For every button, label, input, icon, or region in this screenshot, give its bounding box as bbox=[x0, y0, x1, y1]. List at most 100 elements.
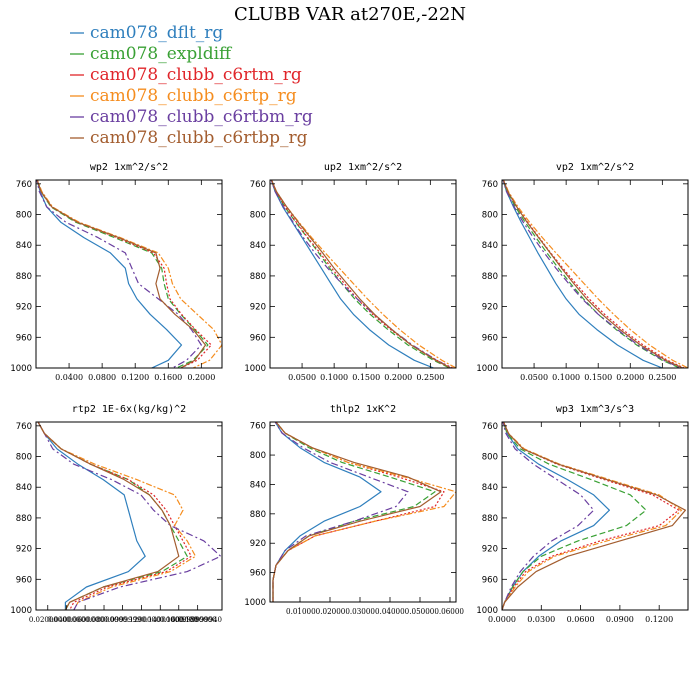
y-tick-label: 800 bbox=[482, 211, 498, 221]
panel-title: thlp2 1xK^2 bbox=[330, 404, 396, 415]
series-line-3 bbox=[502, 422, 680, 610]
panel-6: wp3 1xm^3/s^3 760 800 840 880 920 960 10000.000… bbox=[476, 404, 689, 624]
panel-title: vp2 1xm^2/s^2 bbox=[556, 162, 634, 173]
x-tick-label: 0.0300 bbox=[527, 615, 555, 624]
series-line-1 bbox=[270, 180, 434, 368]
series-line-2 bbox=[502, 422, 647, 610]
legend-entry: cam078_clubb_c6rtbp_rg bbox=[70, 128, 308, 148]
x-tick-label: 0.0400000 bbox=[47, 616, 85, 624]
series-line-6 bbox=[502, 180, 684, 368]
panel-4: rtp2 1E-6x(kg/kg)^2 760 800 840 880 920 960 100… bbox=[10, 404, 223, 624]
y-tick-label: 800 bbox=[250, 211, 266, 221]
x-tick-label: 0.1200 bbox=[645, 615, 673, 624]
x-tick-label: 0.1000 bbox=[320, 373, 348, 382]
y-tick-label: 800 bbox=[482, 453, 498, 463]
legend-label: cam078_clubb_c6rtbp_rg bbox=[90, 128, 308, 148]
x-tick-label-last: 0.0999999940 bbox=[171, 616, 222, 624]
y-tick-label: 960 bbox=[250, 569, 266, 579]
y-tick-label: 920 bbox=[482, 545, 498, 555]
y-tick-label: 1000 bbox=[10, 606, 32, 616]
series-line-3 bbox=[270, 180, 454, 368]
panel-frame bbox=[501, 179, 689, 369]
panel-frame bbox=[269, 421, 457, 603]
y-tick-label: 760 bbox=[250, 422, 266, 432]
series-line-5 bbox=[36, 180, 202, 368]
panel-frame bbox=[35, 421, 223, 611]
x-tick-label: 0.1500 bbox=[584, 373, 612, 382]
x-tick-label: 0.1200 bbox=[121, 373, 149, 382]
x-tick-label: 0.1000 bbox=[552, 373, 580, 382]
panel-title: wp3 1xm^3/s^3 bbox=[556, 404, 634, 415]
series-line-4 bbox=[502, 180, 688, 368]
y-tick-label: 1000 bbox=[244, 598, 266, 608]
y-tick-label: 880 bbox=[482, 272, 498, 282]
y-tick-label: 920 bbox=[16, 545, 32, 555]
legend-label: cam078_dflt_rg bbox=[90, 23, 223, 43]
y-tick-label: 960 bbox=[16, 333, 32, 343]
panel-2: up2 1xm^2/s^2 760 800 840 880 920 960 1000 0.050… bbox=[244, 162, 457, 382]
x-tick-label: 0.1800000 bbox=[179, 616, 217, 624]
x-tick-label: 0.1500 bbox=[352, 373, 380, 382]
y-tick-label: 960 bbox=[482, 333, 498, 343]
y-tick-label: 880 bbox=[250, 510, 266, 520]
x-tick-label: 0.0900 bbox=[606, 615, 634, 624]
y-tick-label: 760 bbox=[482, 422, 498, 432]
series-line-5 bbox=[270, 180, 452, 368]
series-line-6 bbox=[37, 422, 180, 610]
x-tick-label: 0.0500 bbox=[520, 373, 548, 382]
y-tick-label: 960 bbox=[482, 575, 498, 585]
panel-frame bbox=[35, 179, 223, 369]
y-tick-label: 1000 bbox=[244, 364, 266, 374]
y-tick-label: 920 bbox=[250, 539, 266, 549]
x-tick-label: 0.0800 bbox=[88, 373, 116, 382]
y-tick-label: 1000 bbox=[10, 364, 32, 374]
x-tick-label: 0.2000 bbox=[384, 373, 412, 382]
panel-3: vp2 1xm^2/s^2 760 800 840 880 920 960 1000 0.050… bbox=[476, 162, 689, 382]
series-line-3 bbox=[502, 180, 685, 368]
x-tick-label: 0.0600 bbox=[567, 615, 595, 624]
panel-title: up2 1xm^2/s^2 bbox=[324, 162, 402, 173]
series-line-4 bbox=[36, 180, 222, 368]
x-tick-label: 0.0200000 bbox=[29, 616, 67, 624]
series-line-4 bbox=[272, 422, 456, 602]
panels: wp2 1xm^2/s^2 760 800 840 880 920 960 1000 0.040… bbox=[10, 162, 689, 624]
y-tick-label: 920 bbox=[250, 303, 266, 313]
panel-5: thlp2 1xK^2 760 800 840 880 920 960 1000 0.01000… bbox=[244, 404, 464, 616]
x-tick-label: 0.2000 bbox=[616, 373, 644, 382]
y-tick-label: 840 bbox=[250, 241, 266, 251]
y-tick-label: 760 bbox=[16, 422, 32, 432]
y-tick-label: 760 bbox=[16, 180, 32, 190]
series-line-6 bbox=[272, 422, 442, 602]
legend-label: cam078_clubb_c6rtbm_rg bbox=[90, 107, 313, 127]
legend-label: cam078_clubb_c6rtm_rg bbox=[90, 65, 302, 85]
y-tick-label: 800 bbox=[250, 451, 266, 461]
legend: cam078_dflt_rgcam078_expldiffcam078_club… bbox=[70, 23, 313, 148]
y-tick-label: 840 bbox=[16, 483, 32, 493]
series-line-1 bbox=[37, 422, 146, 610]
x-tick-label: 0.0600000 bbox=[66, 616, 104, 624]
x-tick-label: 0.0800000 bbox=[85, 616, 123, 624]
x-tick-label: 0.0999999 bbox=[104, 616, 142, 624]
x-tick-labels: 0.010000.020000.030000.040000.050000.060… bbox=[286, 607, 464, 616]
series-line-5 bbox=[37, 422, 222, 610]
series-line-5 bbox=[502, 180, 682, 368]
series-line-2 bbox=[36, 180, 209, 368]
x-tick-label: 0.1200000 bbox=[122, 616, 160, 624]
y-tick-label: 920 bbox=[482, 303, 498, 313]
y-tick-label: 920 bbox=[16, 303, 32, 313]
y-tick-label: 880 bbox=[482, 514, 498, 524]
legend-label: cam078_expldiff bbox=[90, 44, 233, 64]
series-line-6 bbox=[270, 180, 452, 368]
y-tick-label: 760 bbox=[482, 180, 498, 190]
chart-title: CLUBB VAR at270E,-22N bbox=[234, 4, 466, 25]
panel-1: wp2 1xm^2/s^2 760 800 840 880 920 960 1000 0.040… bbox=[10, 162, 223, 382]
panel-frame bbox=[501, 421, 689, 611]
y-tick-label: 800 bbox=[16, 211, 32, 221]
x-tick-label: 0.0400 bbox=[55, 373, 83, 382]
legend-label: cam078_clubb_c6rtp_rg bbox=[90, 86, 297, 106]
legend-entry: cam078_dflt_rg bbox=[70, 23, 223, 43]
series-line-5 bbox=[502, 422, 595, 610]
x-tick-label: 0.1400000 bbox=[141, 616, 179, 624]
series-line-2 bbox=[270, 180, 450, 368]
